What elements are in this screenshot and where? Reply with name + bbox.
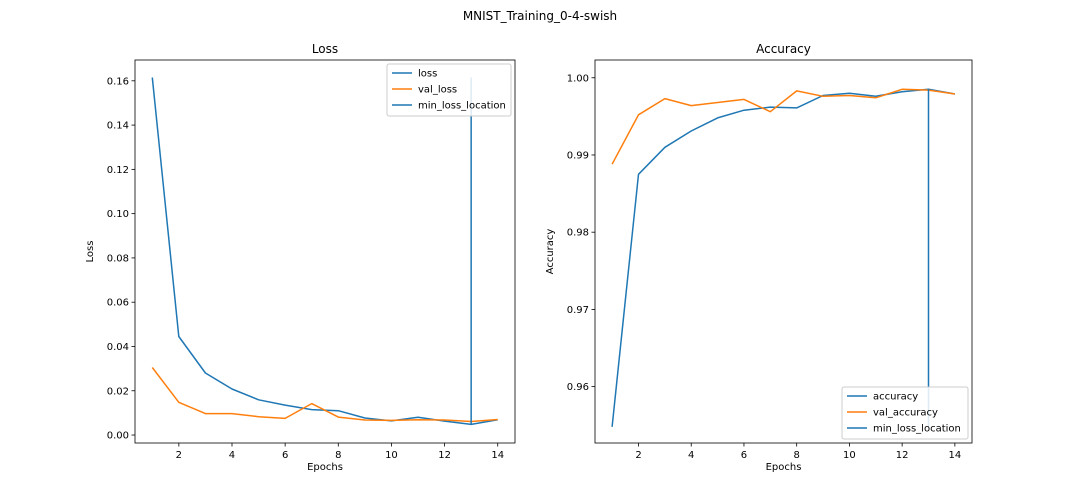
series-line-accuracy [611,88,956,427]
x-tick-label: 14 [948,450,961,461]
y-tick-label: 0.06 [107,298,129,309]
y-axis-label: Accuracy [545,229,556,275]
loss-chart: Loss 2 4 6 8 10 12 14 0.00 0.02 0.04 0.06 0.08 0.10 0.… [85,42,516,473]
legend-box [386,63,512,117]
axes-frame [594,59,973,444]
y-tick-label: 0.14 [107,121,129,132]
y-tick-label: 0.04 [107,342,129,353]
y-tick-label: 0.08 [107,253,129,264]
y-tick-label: 0.02 [107,386,129,397]
y-tick-label: 0.97 [567,305,589,316]
axes-frame [134,59,516,444]
x-tick-label: 14 [491,450,504,461]
legend-label-accuracy: accuracy [873,392,918,403]
legend: loss val_loss min_loss_location [386,63,512,117]
figure-title: MNIST_Training_0-4-swish [463,9,617,23]
y-tick-label: 0.96 [567,382,589,393]
legend-label-min-loss-location: min_loss_location [418,101,506,112]
legend-label-val-accuracy: val_accuracy [873,408,938,419]
legend-box [841,386,969,440]
accuracy-chart: Accuracy 2 4 6 8 10 12 14 0.96 0.97 0.98 0.99 1.00 Ep… [545,42,973,473]
x-tick-label: 12 [438,450,451,461]
x-tick-label: 6 [741,450,747,461]
legend-label-loss: loss [418,69,437,80]
x-tick-label: 2 [176,450,182,461]
series-line-val-loss [151,367,498,423]
x-tick-label: 8 [335,450,341,461]
y-axis-label: Loss [85,241,96,263]
x-axis-label: Epochs [766,462,802,473]
legend-label-val-loss: val_loss [418,85,457,96]
x-tick-label: 8 [793,450,799,461]
legend-label-min-loss-location: min_loss_location [873,424,961,435]
chart-title: Loss [312,42,338,56]
x-tick-label: 10 [843,450,856,461]
x-tick-label: 4 [229,450,235,461]
x-axis-label: Epochs [307,462,343,473]
series-line-val-accuracy [611,88,956,165]
y-tick-label: 0.16 [107,76,129,87]
y-tick-label: 0.12 [107,165,129,176]
x-tick-label: 10 [385,450,398,461]
x-tick-label: 6 [282,450,288,461]
y-tick-label: 0.99 [567,150,589,161]
y-tick-label: 0.00 [107,431,129,442]
y-tick-label: 0.10 [107,209,129,220]
legend: accuracy val_accuracy min_loss_location [841,386,969,440]
y-tick-label: 1.00 [567,73,589,84]
x-tick-label: 2 [635,450,641,461]
y-tick-label: 0.98 [567,228,589,239]
x-tick-label: 12 [896,450,909,461]
chart-title: Accuracy [756,42,811,56]
x-tick-label: 4 [688,450,694,461]
